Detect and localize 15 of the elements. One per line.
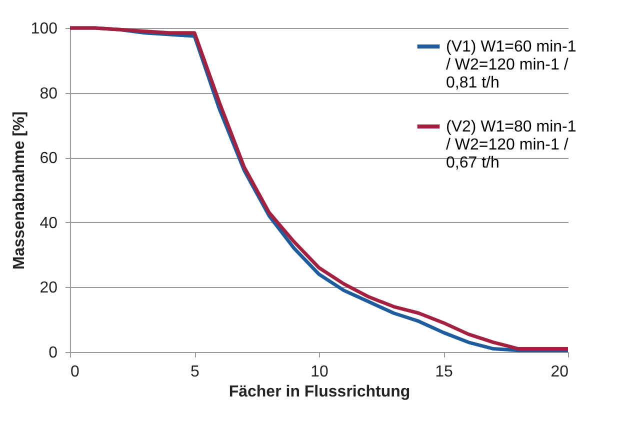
x-tick-label: 5 [190, 364, 200, 380]
y-tick-label: 20 [40, 280, 58, 297]
x-axis-title: Fächer in Flussrichtung [228, 384, 410, 400]
legend-label: (V2) W1=80 min-1 / W2=120 min-1 / 0,67 t/h [446, 118, 576, 172]
y-tick-label: 40 [40, 214, 58, 232]
x-tick-label: 10 [310, 364, 328, 380]
y-axis-title: Massenabnahme [%] [10, 111, 28, 270]
x-tick-label: 15 [435, 364, 453, 380]
x-tick-label: 20 [550, 364, 569, 380]
x-tick-label: 0 [70, 364, 80, 380]
y-tick-label: 60 [40, 150, 58, 168]
y-tick-label: 80 [40, 85, 58, 102]
y-tick-label: 0 [48, 344, 58, 362]
y-tick-label: 100 [30, 20, 58, 38]
legend-label: (V1) W1=60 min-1 / W2=120 min-1 / 0,81 t/h [446, 38, 576, 92]
